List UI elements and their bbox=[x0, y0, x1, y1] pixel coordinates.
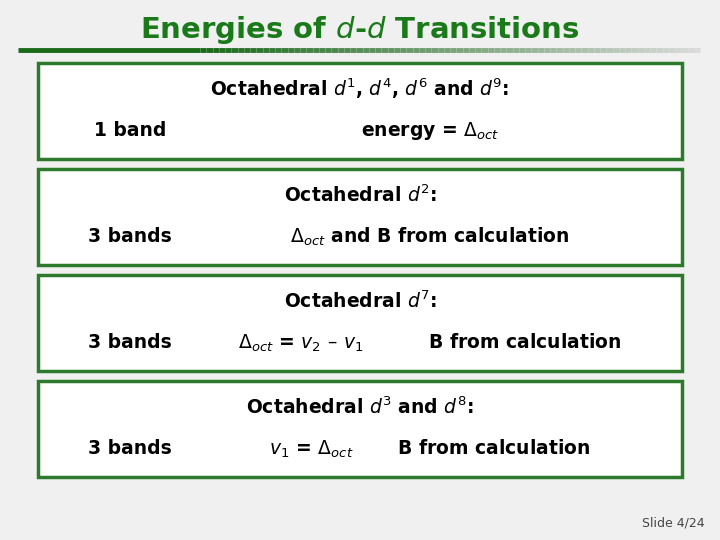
Text: Slide 4/24: Slide 4/24 bbox=[642, 517, 705, 530]
Text: 1 band: 1 band bbox=[94, 122, 166, 140]
FancyBboxPatch shape bbox=[38, 63, 682, 159]
Text: 3 bands: 3 bands bbox=[88, 334, 172, 353]
Text: Energies of $\mathit{d}$-$\mathit{d}$ Transitions: Energies of $\mathit{d}$-$\mathit{d}$ Tr… bbox=[140, 14, 580, 46]
Text: Octahedral $\mathit{d}^{7}$:: Octahedral $\mathit{d}^{7}$: bbox=[284, 291, 436, 312]
Text: energy = $\Delta_{oct}$: energy = $\Delta_{oct}$ bbox=[361, 120, 499, 142]
Text: 3 bands: 3 bands bbox=[88, 227, 172, 246]
Text: $\Delta_{oct}$ and B from calculation: $\Delta_{oct}$ and B from calculation bbox=[290, 226, 570, 248]
Text: 3 bands: 3 bands bbox=[88, 440, 172, 458]
FancyBboxPatch shape bbox=[38, 275, 682, 371]
Text: $v_{1}$ = $\Delta_{oct}$       B from calculation: $v_{1}$ = $\Delta_{oct}$ B from calculat… bbox=[269, 438, 590, 460]
FancyBboxPatch shape bbox=[38, 169, 682, 265]
Text: $\Delta_{oct}$ = $v_{2}$ – $v_{1}$          B from calculation: $\Delta_{oct}$ = $v_{2}$ – $v_{1}$ B fro… bbox=[238, 332, 622, 354]
Text: Octahedral $\mathit{d}^{3}$ and $\mathit{d}^{8}$:: Octahedral $\mathit{d}^{3}$ and $\mathit… bbox=[246, 396, 474, 418]
FancyBboxPatch shape bbox=[38, 381, 682, 477]
Text: Octahedral $\mathit{d}^{2}$:: Octahedral $\mathit{d}^{2}$: bbox=[284, 184, 436, 206]
Text: Octahedral $\mathit{d}^{1}$, $\mathit{d}^{4}$, $\mathit{d}^{6}$ and $\mathit{d}^: Octahedral $\mathit{d}^{1}$, $\mathit{d}… bbox=[210, 77, 510, 102]
